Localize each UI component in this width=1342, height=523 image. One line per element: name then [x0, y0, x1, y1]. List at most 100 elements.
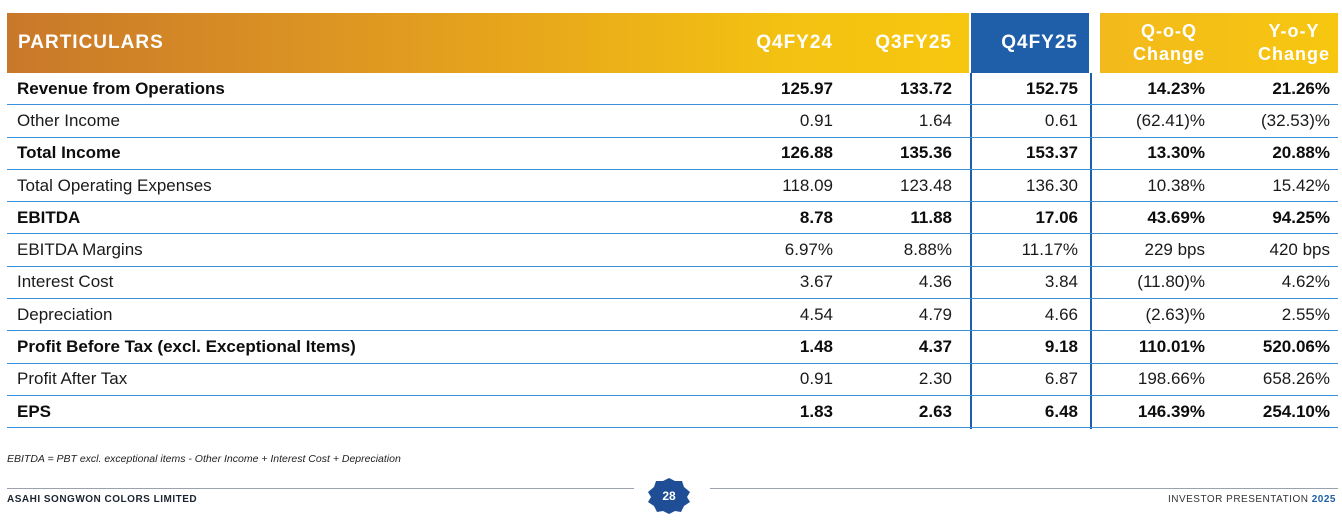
financial-table: PARTICULARS Q4FY24 Q3FY25 Q4FY25 Q-o-Q C…	[7, 13, 1338, 429]
table-row: EBITDA 8.78 11.88 17.06 43.69% 94.25%	[7, 202, 1338, 235]
table-row: Other Income 0.91 1.64 0.61 (62.41)% (32.53)%	[7, 105, 1338, 138]
cell-label: EBITDA Margins	[17, 240, 143, 260]
header-q4fy25: Q4FY25	[1001, 32, 1078, 53]
cell-q4fy25: 6.87	[1044, 369, 1078, 389]
cell-q4fy25: 6.48	[1044, 401, 1078, 421]
cell-q4fy25: 153.37	[1026, 143, 1078, 163]
table-row: Total Operating Expenses 118.09 123.48 136.…	[7, 170, 1338, 203]
header-change-band	[1100, 13, 1338, 73]
cell-q4fy24: 8.78	[799, 207, 833, 227]
cell-q3fy25: 1.64	[918, 110, 952, 130]
header-blue-band	[971, 13, 1089, 73]
table-header: PARTICULARS Q4FY24 Q3FY25 Q4FY25 Q-o-Q C…	[7, 13, 1338, 73]
cell-q4fy24: 126.88	[781, 143, 833, 163]
table-row: EBITDA Margins 6.97% 8.88% 11.17% 229 bps 420…	[7, 234, 1338, 267]
header-qoq-line1: Q-o-Q	[1140, 21, 1197, 41]
cell-label: Interest Cost	[17, 272, 114, 292]
company-name: ASAHI SONGWON COLORS LIMITED	[7, 494, 198, 505]
header-yoy-line1: Y-o-Y	[1268, 21, 1320, 41]
header-qoq-line2: Change	[1132, 44, 1205, 64]
cell-yoy: 420 bps	[1269, 240, 1331, 260]
cell-q4fy25: 0.61	[1044, 110, 1078, 130]
cell-q4fy25: 3.84	[1044, 272, 1078, 292]
cell-q4fy25: 136.30	[1026, 175, 1078, 195]
table-row: Interest Cost 3.67 4.36 3.84 (11.80)% 4.62%	[7, 267, 1338, 300]
cell-qoq: (2.63)%	[1145, 304, 1205, 324]
column-separator	[970, 73, 972, 429]
cell-q3fy25: 135.36	[900, 143, 952, 163]
cell-qoq: 110.01%	[1138, 337, 1205, 357]
cell-label: Profit After Tax	[17, 369, 128, 389]
column-separator	[1090, 73, 1092, 429]
cell-label: Profit Before Tax (excl. Exceptional Ite…	[17, 337, 356, 357]
cell-q3fy25: 2.63	[918, 401, 952, 421]
cell-q3fy25: 4.37	[918, 337, 952, 357]
cell-q3fy25: 4.79	[918, 304, 952, 324]
header-yoy-line2: Change	[1257, 44, 1330, 64]
cell-yoy: 94.25%	[1272, 207, 1330, 227]
footer-divider-right	[710, 488, 1338, 489]
cell-qoq: 229 bps	[1144, 240, 1206, 260]
table-row: Total Income 126.88 135.36 153.37 13.30% 20.8…	[7, 138, 1338, 170]
cell-qoq: 198.66%	[1137, 369, 1205, 389]
cell-qoq: 13.30%	[1147, 143, 1205, 163]
cell-label: Total Income	[17, 143, 121, 163]
cell-qoq: (11.80)%	[1137, 272, 1205, 292]
cell-q3fy25: 123.48	[900, 175, 952, 195]
cell-label: Other Income	[17, 110, 120, 130]
footer-divider-left	[7, 488, 634, 489]
presentation-label: INVESTOR PRESENTATION	[1167, 494, 1309, 505]
cell-qoq: 14.23%	[1147, 78, 1205, 98]
table-body: Revenue from Operations 125.97 133.72 152.7…	[7, 73, 1338, 429]
cell-yoy: 658.26%	[1262, 369, 1330, 389]
cell-yoy: 21.26%	[1272, 78, 1330, 98]
cell-label: Revenue from Operations	[17, 78, 225, 98]
cell-q4fy24: 0.91	[799, 110, 833, 130]
cell-qoq: (62.41)%	[1136, 110, 1205, 130]
cell-q3fy25: 133.72	[900, 78, 952, 98]
cell-label: Depreciation	[17, 304, 113, 324]
cell-qoq: 146.39%	[1137, 401, 1205, 421]
cell-q4fy24: 3.67	[799, 272, 833, 292]
cell-q4fy24: 4.54	[799, 304, 833, 324]
cell-q4fy24: 1.48	[799, 337, 833, 357]
page-number-badge-icon	[648, 478, 690, 514]
table-row: Profit After Tax 0.91 2.30 6.87 198.66% 658.2…	[7, 364, 1338, 396]
cell-q4fy25: 11.17%	[1021, 240, 1078, 260]
cell-qoq: 10.38%	[1147, 175, 1205, 195]
presentation-year: 2025	[1311, 494, 1336, 505]
cell-yoy: 15.42%	[1272, 175, 1330, 195]
cell-q4fy25: 4.66	[1044, 304, 1078, 324]
cell-q4fy25: 9.18	[1044, 337, 1078, 357]
cell-q3fy25: 2.30	[918, 369, 952, 389]
cell-q3fy25: 11.88	[910, 207, 952, 227]
table-row: Revenue from Operations 125.97 133.72 152.7…	[7, 73, 1338, 106]
cell-q3fy25: 4.36	[918, 272, 952, 292]
cell-label: EBITDA	[17, 207, 81, 227]
table-row: Profit Before Tax (excl. Exceptional Ite…	[7, 331, 1338, 364]
cell-q3fy25: 8.88%	[903, 240, 952, 260]
cell-q4fy24: 1.83	[799, 401, 833, 421]
footer-presentation-label: INVESTOR PRESENTATION 2025	[1168, 494, 1336, 505]
cell-label: EPS	[17, 401, 52, 421]
cell-q4fy24: 125.97	[781, 78, 833, 98]
cell-yoy: 20.88%	[1272, 143, 1330, 163]
cell-q4fy25: 17.06	[1035, 207, 1078, 227]
header-q3fy25: Q3FY25	[875, 32, 952, 53]
header-qoq-change: Q-o-Q Change	[1085, 13, 1205, 73]
cell-yoy: 4.62%	[1281, 272, 1330, 292]
ebitda-footnote: EBITDA = PBT excl. exceptional items - O…	[7, 453, 401, 465]
cell-q4fy24: 118.09	[782, 175, 833, 195]
header-yoy-change: Y-o-Y Change	[1210, 13, 1330, 73]
cell-qoq: 43.69%	[1147, 207, 1205, 227]
cell-q4fy25: 152.75	[1026, 78, 1078, 98]
header-gold-band	[7, 13, 969, 73]
cell-yoy: 254.10%	[1262, 401, 1330, 421]
header-q4fy24: Q4FY24	[756, 32, 833, 53]
cell-yoy: 520.06%	[1262, 337, 1330, 357]
cell-q4fy24: 0.91	[799, 369, 833, 389]
table-row: Depreciation 4.54 4.79 4.66 (2.63)% 2.55%	[7, 299, 1338, 332]
cell-q4fy24: 6.97%	[784, 240, 833, 260]
cell-yoy: 2.55%	[1281, 304, 1330, 324]
cell-yoy: (32.53)%	[1261, 110, 1330, 130]
